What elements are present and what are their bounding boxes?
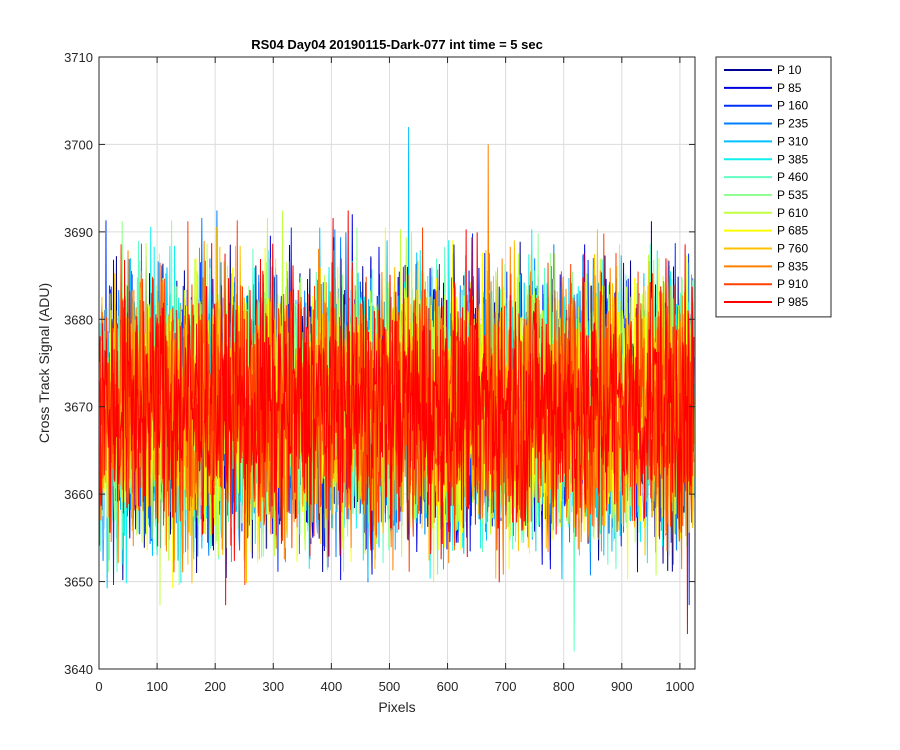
chart-title: RS04 Day04 20190115-Dark-077 int time = … (251, 37, 543, 52)
x-tick-label: 0 (95, 679, 102, 694)
x-tick-label: 800 (553, 679, 575, 694)
legend-label: P 910 (777, 277, 808, 291)
y-tick-label: 3640 (64, 662, 93, 677)
y-tick-label: 3690 (64, 225, 93, 240)
plot-frame (98, 56, 696, 670)
y-tick-label: 3680 (64, 312, 93, 327)
legend-label: P 985 (777, 295, 808, 309)
x-tick-label: 1000 (665, 679, 694, 694)
legend-label: P 235 (777, 117, 808, 131)
legend-label: P 10 (777, 63, 802, 77)
y-tick-label: 3660 (64, 487, 93, 502)
legend-label: P 760 (777, 242, 808, 256)
x-tick-label: 200 (204, 679, 226, 694)
legend-label: P 385 (777, 152, 808, 166)
legend-label: P 535 (777, 188, 808, 202)
y-tick-label: 3670 (64, 400, 93, 415)
x-tick-label: 300 (262, 679, 284, 694)
legend-label: P 460 (777, 170, 808, 184)
legend-box (715, 56, 832, 318)
legend-label: P 610 (777, 206, 808, 220)
legend-label: P 310 (777, 134, 808, 148)
x-axis-label: Pixels (378, 699, 415, 715)
x-tick-label: 100 (146, 679, 168, 694)
x-tick-label: 600 (437, 679, 459, 694)
x-tick-label: 400 (321, 679, 343, 694)
y-tick-label: 3650 (64, 575, 93, 590)
y-tick-label: 3700 (64, 137, 93, 152)
axis-ticks: 0 100 200 300 400 500 600 700 800 900 1000 3640 3650… (64, 50, 695, 694)
legend-label: P 835 (777, 259, 808, 273)
legend-label: P 85 (777, 81, 802, 95)
legend: P 10 P 85 P 160 P 235 P 310 P 385 P 460 P 535 P … (715, 56, 832, 318)
y-tick-label: 3710 (64, 50, 93, 65)
y-axis-label: Cross Track Signal (ADU) (36, 283, 52, 443)
legend-label: P 685 (777, 224, 808, 238)
x-tick-label: 700 (495, 679, 517, 694)
x-tick-label: 900 (611, 679, 633, 694)
series-line-p-985 (99, 210, 695, 635)
x-tick-label: 500 (379, 679, 401, 694)
legend-label: P 160 (777, 99, 808, 113)
series-layer (99, 126, 695, 652)
